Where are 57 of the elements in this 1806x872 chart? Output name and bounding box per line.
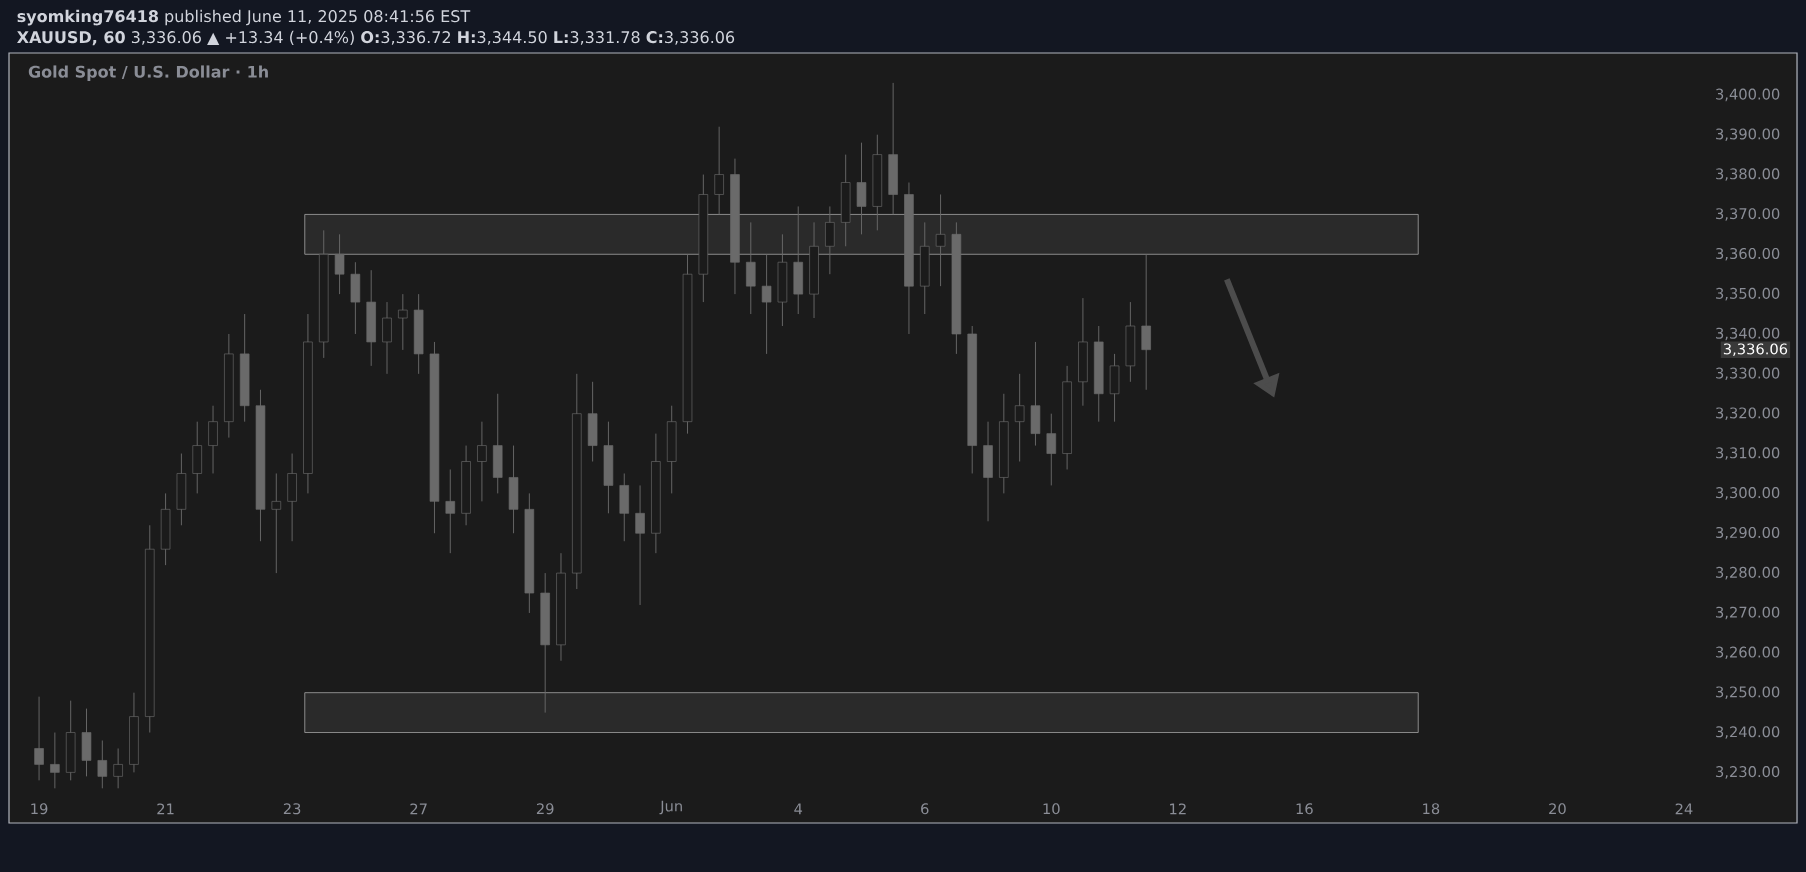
y-tick-label: 3,310.00	[1716, 447, 1780, 460]
annotation: 3,336.06	[1723, 343, 1788, 356]
x-tick-label: 6	[921, 803, 929, 815]
x-tick-label: 23	[283, 803, 301, 815]
y-tick-label: 3,330.00	[1716, 367, 1780, 381]
candlestick	[935, 194, 946, 287]
x-tick-label: 27	[410, 803, 427, 815]
y-tick-label: 3,390.00	[1716, 128, 1780, 141]
candlestick	[1141, 253, 1151, 391]
y-tick-label: 3,280.00	[1716, 566, 1780, 580]
text: syomking76418 published June 11, 2025 08:41:56 EST	[17, 9, 471, 26]
y-tick-label: 3,270.00	[1716, 606, 1780, 620]
x-tick-label: 19	[31, 803, 48, 815]
y-tick-label: 3,300.00	[1716, 487, 1780, 500]
candlestick	[34, 696, 44, 781]
x-tick-label: 20	[1549, 803, 1566, 815]
candlestick	[635, 484, 645, 606]
text: XAUUSD, 60 3,336.06 ▲ +13.34 (+0.4%) O:3,336.72 H:3,344.50 L:3,331.78 C:3,336.06	[17, 30, 735, 46]
y-tick-label: 3,380.00	[1716, 168, 1780, 181]
candlestick	[714, 126, 724, 215]
x-tick-label: 16	[1296, 803, 1313, 815]
candlestick	[382, 301, 392, 375]
y-tick-label: 3,400.00	[1716, 88, 1780, 102]
x-tick-label: 10	[1043, 803, 1060, 815]
y-tick-label: 3,290.00	[1716, 526, 1780, 540]
y-tick-label: 3,360.00	[1716, 247, 1780, 261]
x-tick-label: 21	[157, 803, 174, 815]
x-tick-label: 18	[1423, 803, 1440, 815]
candlestick	[398, 293, 408, 351]
x-tick-label: 24	[1675, 803, 1693, 815]
x-tick-label: 4	[794, 803, 803, 815]
y-tick-label: 3,250.00	[1716, 686, 1780, 699]
candlestick	[477, 421, 487, 502]
y-tick-label: 3,370.00	[1716, 208, 1780, 221]
candlestick	[334, 233, 345, 295]
y-tick-label: 3,260.00	[1716, 646, 1780, 660]
y-tick-label: 3,350.00	[1716, 287, 1780, 301]
candlestick	[761, 253, 772, 355]
candlestick	[1046, 413, 1057, 486]
candlestick	[97, 740, 108, 789]
candlestick	[271, 473, 282, 574]
y-tick-label: 3,320.00	[1716, 407, 1780, 420]
candlestick	[445, 469, 456, 554]
x-tick-label: 12	[1170, 803, 1186, 815]
candlestick	[825, 205, 835, 275]
y-tick-label: 3,230.00	[1716, 766, 1780, 779]
text: Gold Spot / U.S. Dollar · 1h	[28, 65, 268, 81]
x-tick-label: Jun	[659, 800, 682, 815]
candlestick	[50, 732, 60, 789]
candlestick	[856, 142, 867, 235]
candlestick	[113, 748, 123, 789]
candlestick	[1014, 373, 1025, 462]
candlestick	[208, 405, 218, 474]
y-tick-label: 3,240.00	[1716, 726, 1780, 739]
x-tick-label: 29	[536, 803, 554, 815]
candlestick	[746, 221, 756, 315]
y-tick-label: 3,340.00	[1716, 327, 1780, 341]
